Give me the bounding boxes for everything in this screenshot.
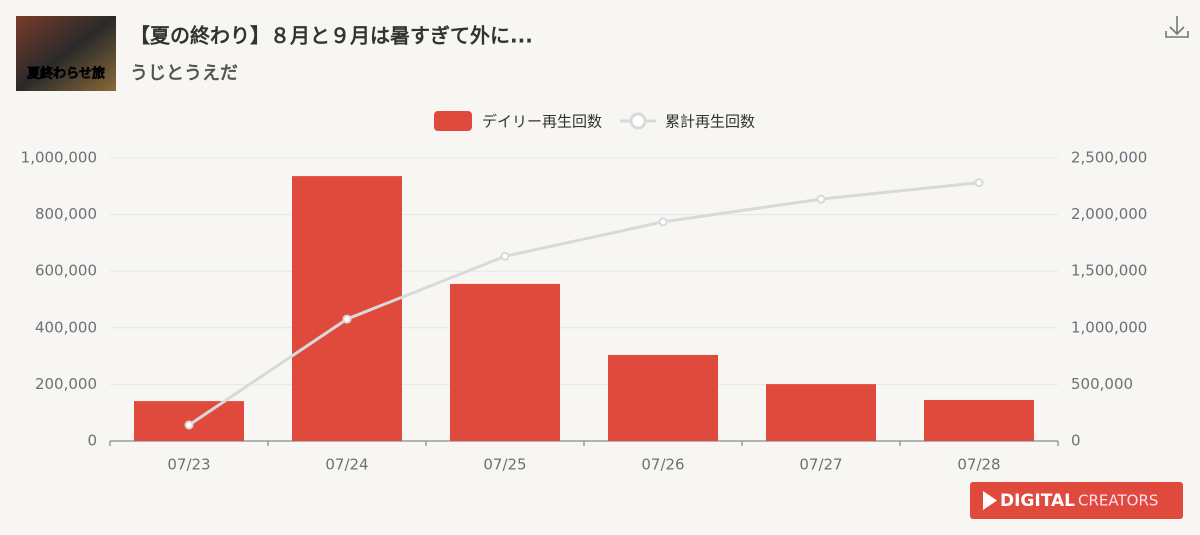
y-tick-label: 600,000 bbox=[35, 262, 97, 280]
point bbox=[342, 314, 352, 324]
x-tick-label: 07/25 bbox=[483, 456, 526, 474]
bar bbox=[450, 283, 560, 441]
point bbox=[500, 251, 510, 261]
download-icon[interactable] bbox=[1165, 16, 1189, 38]
logo-icon bbox=[983, 491, 997, 510]
logo-word: CREATORS bbox=[1078, 492, 1158, 510]
logo-word: DIGITAL bbox=[1000, 491, 1075, 511]
bar bbox=[608, 354, 718, 441]
thumbnail-caption: 夏終わらせ旅 bbox=[26, 66, 105, 82]
y-tick-label: 800,000 bbox=[35, 205, 97, 223]
logo: DIGITAL CREATORS bbox=[970, 482, 1183, 519]
legend-label: デイリー再生回数 bbox=[482, 113, 602, 131]
legend-swatch bbox=[629, 112, 647, 130]
video-title: 【夏の終わり】８月と９月は暑すぎて外に... bbox=[130, 24, 533, 48]
x-tick-label: 07/27 bbox=[799, 456, 842, 474]
x-tick-label: 07/24 bbox=[325, 456, 368, 474]
channel-name: うじとうえだ bbox=[130, 63, 238, 84]
logo-box bbox=[970, 482, 1183, 519]
y-tick-label: 1,000,000 bbox=[21, 149, 97, 167]
bar bbox=[292, 176, 402, 441]
point bbox=[184, 420, 194, 430]
y2-tick-label: 1,500,000 bbox=[1071, 262, 1147, 280]
y2-tick-label: 0 bbox=[1071, 432, 1081, 450]
y-tick-label: 400,000 bbox=[35, 318, 97, 336]
legend-label: 累計再生回数 bbox=[665, 113, 755, 131]
thumbnail bbox=[16, 16, 116, 91]
y-tick-label: 0 bbox=[87, 432, 97, 450]
y2-tick-label: 2,500,000 bbox=[1071, 149, 1147, 167]
legend-swatch bbox=[434, 111, 472, 131]
x-tick-label: 07/28 bbox=[957, 456, 1000, 474]
bar bbox=[924, 399, 1034, 441]
y2-tick-label: 1,000,000 bbox=[1071, 318, 1147, 336]
point bbox=[658, 217, 668, 227]
point bbox=[816, 194, 826, 204]
line bbox=[188, 181, 980, 427]
x-tick-label: 07/23 bbox=[167, 456, 210, 474]
y2-tick-label: 500,000 bbox=[1071, 375, 1133, 393]
x-tick-label: 07/26 bbox=[641, 456, 684, 474]
download-button[interactable] bbox=[1165, 16, 1189, 38]
point bbox=[974, 178, 984, 188]
y-tick-label: 200,000 bbox=[35, 375, 97, 393]
y2-tick-label: 2,000,000 bbox=[1071, 205, 1147, 223]
bar bbox=[766, 384, 876, 441]
